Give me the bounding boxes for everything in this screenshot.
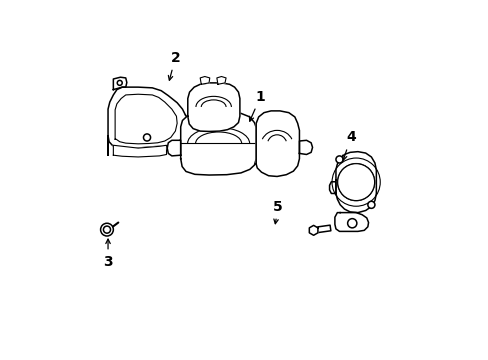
Polygon shape	[335, 152, 376, 213]
Circle shape	[101, 223, 113, 236]
Circle shape	[103, 226, 110, 233]
Circle shape	[337, 164, 374, 201]
Polygon shape	[181, 112, 256, 175]
Polygon shape	[113, 77, 126, 90]
Circle shape	[117, 80, 122, 85]
Text: 3: 3	[103, 239, 113, 269]
Circle shape	[143, 134, 150, 141]
Polygon shape	[309, 225, 317, 235]
Circle shape	[335, 156, 343, 163]
Polygon shape	[299, 140, 312, 154]
Polygon shape	[200, 77, 209, 84]
Polygon shape	[115, 94, 177, 144]
Polygon shape	[334, 213, 368, 231]
Circle shape	[337, 164, 374, 201]
Circle shape	[347, 219, 356, 228]
Text: 2: 2	[168, 51, 180, 80]
Text: 5: 5	[273, 199, 283, 224]
Polygon shape	[167, 140, 181, 156]
Polygon shape	[113, 145, 166, 157]
Polygon shape	[329, 182, 335, 193]
Polygon shape	[108, 87, 187, 155]
Polygon shape	[256, 111, 299, 176]
Polygon shape	[187, 83, 240, 131]
Circle shape	[367, 201, 374, 208]
Polygon shape	[216, 77, 225, 84]
Text: 4: 4	[342, 130, 355, 160]
Text: 1: 1	[249, 90, 265, 121]
Polygon shape	[313, 225, 330, 233]
